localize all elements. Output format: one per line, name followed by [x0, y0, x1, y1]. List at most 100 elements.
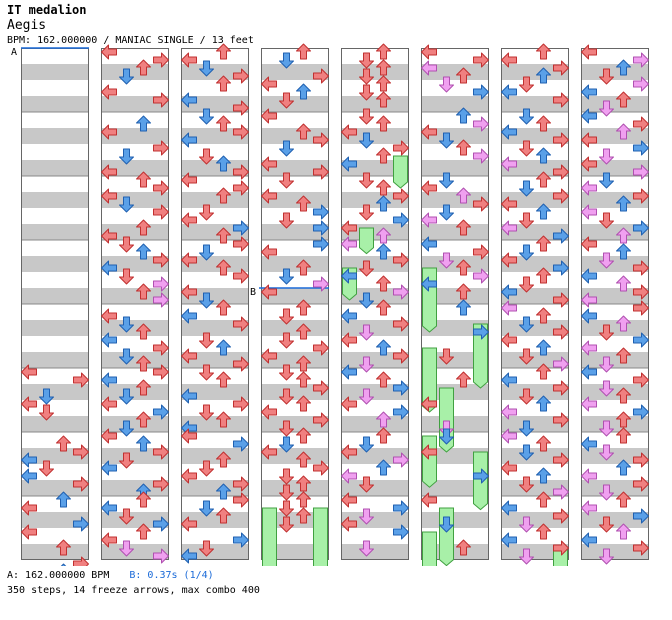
- arrow-left: [581, 132, 597, 148]
- arrow-left: [101, 124, 117, 140]
- arrow-up: [296, 491, 311, 508]
- arrow-right: [633, 188, 649, 204]
- arrow-up: [296, 507, 311, 524]
- arrow-left: [581, 156, 597, 172]
- arrow-right: [153, 364, 169, 380]
- arrow-up: [536, 43, 551, 60]
- beat-stripe: [21, 224, 89, 240]
- arrow-right: [233, 476, 249, 492]
- arrow-up: [616, 91, 631, 108]
- beat-stripe: [341, 224, 409, 240]
- arrow-right: [233, 68, 249, 84]
- arrow-up: [536, 235, 551, 252]
- arrow-left: [101, 260, 117, 276]
- beat-stripe: [341, 64, 409, 80]
- arrow-right: [73, 444, 89, 460]
- arrow-up: [456, 139, 471, 156]
- arrow-up: [376, 91, 391, 108]
- beat-stripe: [21, 512, 89, 528]
- arrow-down: [359, 108, 374, 125]
- arrow-up: [296, 299, 311, 316]
- arrow-down: [439, 76, 454, 93]
- arrow-down: [599, 380, 614, 397]
- arrow-up: [376, 147, 391, 164]
- beat-stripe: [261, 288, 329, 304]
- beat-stripe: [21, 192, 89, 208]
- column-border: [501, 48, 569, 560]
- beat-stripe: [581, 416, 649, 432]
- beat-stripe: [341, 544, 409, 560]
- beat-stripe: [421, 448, 489, 464]
- arrow-left: [341, 364, 357, 380]
- arrow-down: [599, 548, 614, 565]
- arrow-left: [501, 404, 517, 420]
- arrow-right: [233, 436, 249, 452]
- beat-stripe: [421, 544, 489, 560]
- chart-column: [21, 48, 89, 560]
- arrow-right: [633, 452, 649, 468]
- arrow-down: [599, 100, 614, 117]
- chart-column: [341, 48, 409, 560]
- arrow-up: [216, 187, 231, 204]
- bpm-footer: A: 162.000000 BPM B: 0.37s (1/4): [7, 570, 214, 581]
- arrow-down: [279, 388, 294, 405]
- arrow-right: [553, 164, 569, 180]
- arrow-up: [456, 299, 471, 316]
- arrow-left: [261, 444, 277, 460]
- arrow-left: [181, 52, 197, 68]
- arrow-right: [393, 188, 409, 204]
- arrow-down: [439, 516, 454, 533]
- arrow-right: [233, 396, 249, 412]
- arrow-left: [501, 428, 517, 444]
- beat-stripe: [501, 320, 569, 336]
- arrow-up: [136, 243, 151, 260]
- arrow-left: [181, 428, 197, 444]
- arrow-up: [616, 459, 631, 476]
- beat-stripe: [261, 416, 329, 432]
- arrow-up: [296, 451, 311, 468]
- arrow-up: [536, 395, 551, 412]
- beat-stripe: [581, 448, 649, 464]
- arrow-up: [136, 115, 151, 132]
- arrow-down: [519, 548, 534, 565]
- arrow-right: [633, 52, 649, 68]
- beat-stripe: [501, 384, 569, 400]
- arrow-left: [101, 372, 117, 388]
- arrow-right: [633, 164, 649, 180]
- arrow-up: [376, 275, 391, 292]
- beat-stripe: [581, 128, 649, 144]
- arrow-down: [279, 212, 294, 229]
- arrow-up: [456, 107, 471, 124]
- beat-stripe: [261, 160, 329, 176]
- beat-stripe: [261, 448, 329, 464]
- beat-stripe: [21, 128, 89, 144]
- arrow-left: [501, 500, 517, 516]
- arrow-left: [581, 308, 597, 324]
- beat-stripe: [341, 128, 409, 144]
- beat-stripe: [21, 96, 89, 112]
- arrow-down: [199, 364, 214, 381]
- beat-stripe: [181, 544, 249, 560]
- arrow-left: [341, 492, 357, 508]
- beat-stripe: [341, 384, 409, 400]
- arrow-right: [233, 180, 249, 196]
- arrow-down: [439, 348, 454, 365]
- arrow-up: [216, 451, 231, 468]
- arrow-left: [261, 188, 277, 204]
- arrow-right: [73, 556, 89, 566]
- arrow-right: [313, 220, 329, 236]
- arrow-down: [199, 244, 214, 261]
- arrow-right: [313, 412, 329, 428]
- arrow-down: [439, 204, 454, 221]
- beat-stripe: [261, 192, 329, 208]
- chart-column: [581, 48, 649, 560]
- arrow-right: [73, 476, 89, 492]
- arrow-left: [501, 332, 517, 348]
- arrow-left: [341, 156, 357, 172]
- arrow-right: [313, 236, 329, 252]
- chart-column: [181, 48, 249, 560]
- beat-stripe: [181, 480, 249, 496]
- arrow-up: [56, 539, 71, 556]
- arrow-up: [376, 299, 391, 316]
- arrow-left: [21, 452, 37, 468]
